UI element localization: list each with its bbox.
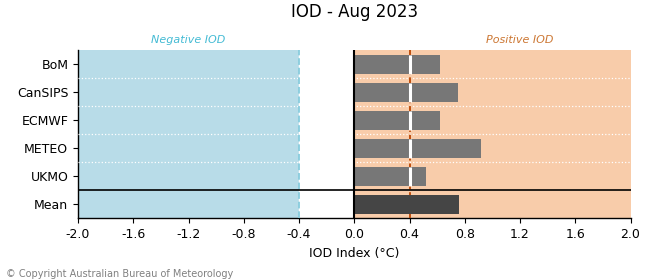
Text: Positive IOD: Positive IOD <box>486 35 554 45</box>
Bar <box>354 139 481 157</box>
Title: IOD - Aug 2023: IOD - Aug 2023 <box>291 3 418 21</box>
Bar <box>354 55 440 74</box>
Bar <box>354 83 458 102</box>
Bar <box>354 195 459 213</box>
Bar <box>78 50 299 218</box>
Bar <box>354 111 440 129</box>
Bar <box>354 50 630 218</box>
Bar <box>299 50 354 218</box>
X-axis label: IOD Index (°C): IOD Index (°C) <box>309 247 400 260</box>
Text: Negative IOD: Negative IOD <box>151 35 226 45</box>
Text: © Copyright Australian Bureau of Meteorology: © Copyright Australian Bureau of Meteoro… <box>6 269 234 279</box>
Bar <box>354 167 426 186</box>
